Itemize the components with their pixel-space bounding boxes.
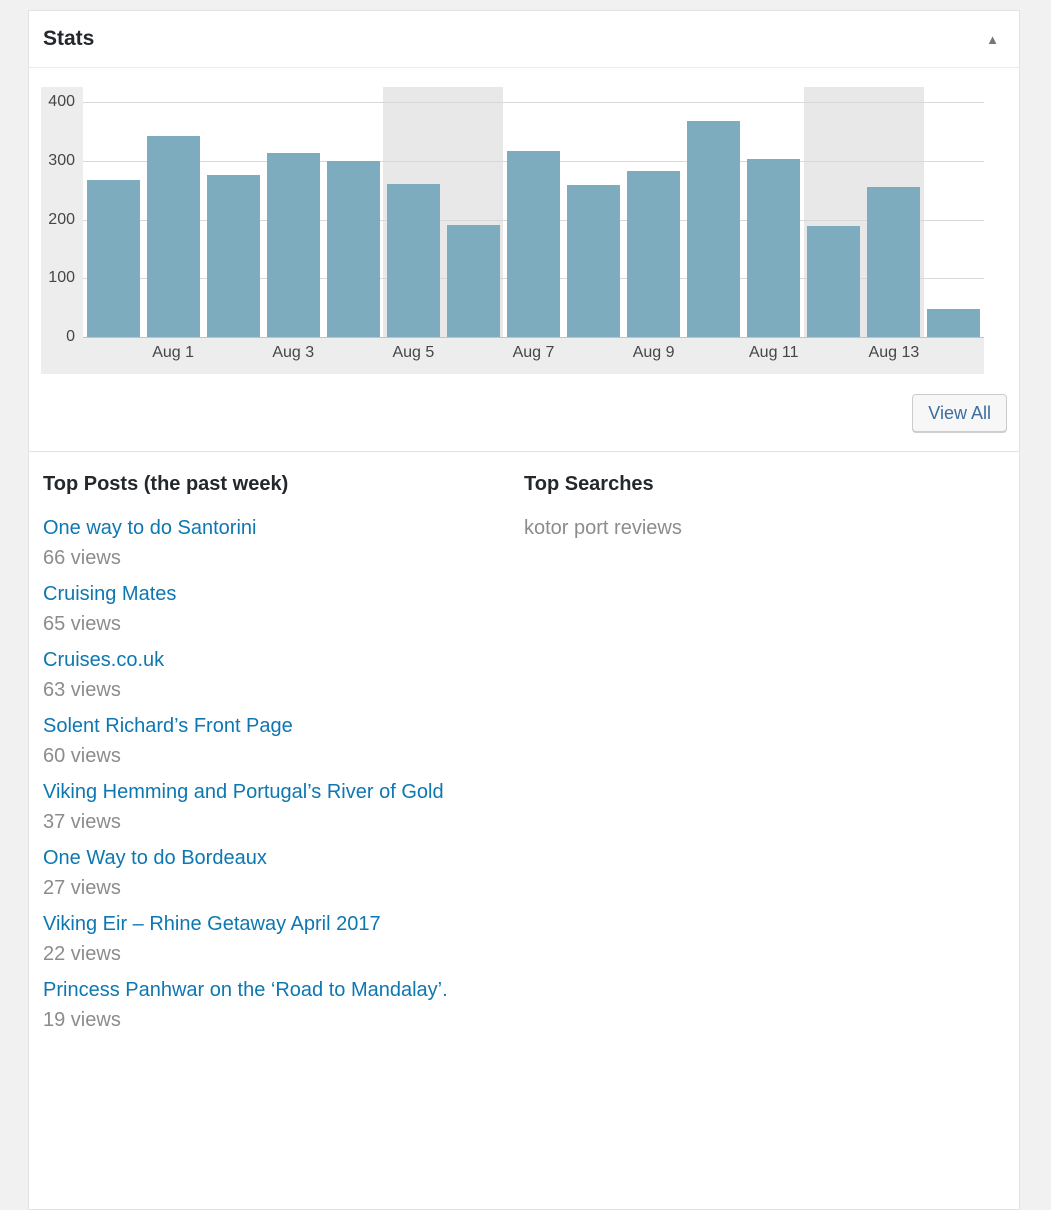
y-axis-label: 300 [48,151,75,169]
top-post-item: Viking Hemming and Portugal’s River of G… [43,777,524,837]
chart-plot [83,87,984,338]
bar-jul-31[interactable] [86,180,140,337]
bar-aug-10[interactable] [687,121,741,337]
post-link[interactable]: Viking Hemming and Portugal’s River of G… [43,781,444,803]
post-views: 19 views [43,1009,121,1031]
post-link[interactable]: Cruising Mates [43,583,177,605]
top-post-item: Solent Richard’s Front Page 60 views [43,711,524,771]
top-post-item: One way to do Santorini 66 views [43,513,524,573]
x-axis-label: Aug 13 [868,344,920,361]
post-link[interactable]: Solent Richard’s Front Page [43,715,293,737]
top-posts-section: Top Posts (the past week) One way to do … [43,473,524,1041]
post-link[interactable]: Cruises.co.uk [43,649,165,671]
post-views: 60 views [43,745,121,767]
post-views: 37 views [43,811,121,833]
widget-header[interactable]: Stats ▲ [29,11,1019,68]
bar-aug-9[interactable] [627,170,681,337]
post-views: 27 views [43,877,121,899]
stats-lists: Top Posts (the past week) One way to do … [29,452,1019,1041]
bar-aug-12[interactable] [807,225,861,337]
chart-actions: View All [29,394,1007,432]
bar-aug-2[interactable] [206,175,260,337]
top-post-item: Viking Eir – Rhine Getaway April 2017 22 … [43,909,524,969]
x-axis-label: Aug 1 [152,344,194,361]
search-term: kotor port reviews [524,517,682,539]
view-all-button[interactable]: View All [912,394,1007,432]
bar-aug-5[interactable] [386,184,440,337]
post-views: 22 views [43,943,121,965]
y-axis-label: 100 [48,269,75,287]
top-searches-section: Top Searches kotor port reviews [524,473,1005,1041]
bar-aug-8[interactable] [567,184,621,337]
collapse-toggle-icon[interactable]: ▲ [986,31,999,47]
gridline [83,102,984,103]
section-divider [29,451,1019,452]
post-link[interactable]: Princess Panhwar on the ‘Road to Mandala… [43,979,448,1001]
bar-aug-1[interactable] [146,136,200,337]
top-searches-heading: Top Searches [524,473,654,495]
stats-chart: 0 100 200 300 400 Aug 1 Aug 3 Aug 5 Aug 7 Aug 9 Au… [41,87,984,374]
top-posts-list: One way to do Santorini 66 views Cruising … [43,513,524,1035]
post-link[interactable]: One Way to do Bordeaux [43,847,267,869]
bar-aug-6[interactable] [446,225,500,337]
bar-aug-7[interactable] [506,150,560,337]
post-views: 65 views [43,613,121,635]
post-views: 66 views [43,547,121,569]
post-views: 63 views [43,679,121,701]
bar-aug-3[interactable] [266,153,320,337]
top-posts-heading: Top Posts (the past week) [43,473,289,495]
x-axis-label: Aug 11 [749,344,799,361]
y-axis-label: 0 [66,328,75,345]
y-axis-label: 400 [48,93,75,110]
post-link[interactable]: One way to do Santorini [43,517,257,539]
top-post-item: One Way to do Bordeaux 27 views [43,843,524,903]
bar-aug-11[interactable] [747,159,801,337]
bars-container [83,102,984,337]
bar-aug-14[interactable] [927,309,981,337]
stats-widget: Stats ▲ 0 100 200 300 400 Aug 1 Aug 3 Aug 5 Aug … [28,10,1020,1210]
x-axis-label: Aug 7 [512,344,555,361]
top-post-item: Cruises.co.uk 63 views [43,645,524,705]
x-axis-label: Aug 5 [392,344,435,361]
top-post-item: Cruising Mates 65 views [43,579,524,639]
x-axis-label: Aug 9 [632,344,675,361]
y-axis-label: 200 [48,210,75,228]
bar-aug-4[interactable] [326,160,380,337]
widget-title: Stats [43,27,95,50]
top-post-item: Princess Panhwar on the ‘Road to Mandala… [43,975,524,1035]
x-axis-label: Aug 3 [272,344,315,361]
post-link[interactable]: Viking Eir – Rhine Getaway April 2017 [43,913,381,935]
bar-aug-13[interactable] [867,186,921,337]
